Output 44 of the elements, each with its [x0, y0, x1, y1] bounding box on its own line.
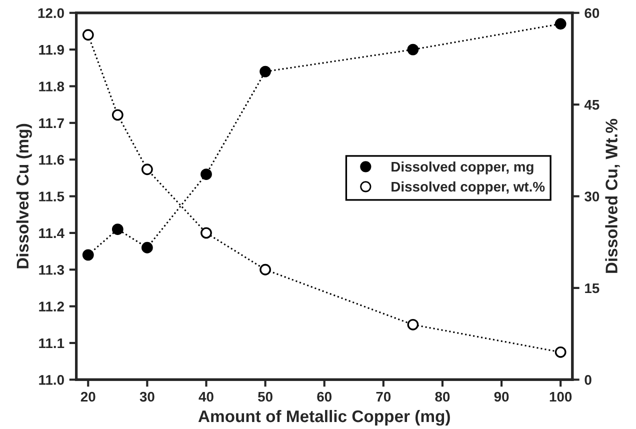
y-tick-label: 11.7 [39, 118, 64, 128]
legend-label: Dissolved copper, wt.% [392, 181, 545, 194]
y-tick-label: 11.8 [39, 82, 64, 92]
y2-tick-label: 60 [584, 8, 600, 18]
x-tick-label: 90 [494, 392, 509, 402]
point [200, 227, 212, 239]
y-tick-label: 11.0 [39, 375, 64, 385]
point [407, 318, 419, 330]
point [554, 18, 566, 30]
point [82, 249, 94, 261]
x-tick-label: 20 [80, 392, 96, 402]
y-tick-label: 11.6 [39, 154, 64, 165]
x-tick-label: 50 [258, 392, 272, 402]
y-axis-title: Dissolved Cu (mg) [16, 124, 32, 268]
point [407, 44, 419, 56]
point [554, 346, 566, 358]
x-tick-label: 60 [317, 392, 332, 402]
x-tick-label: 30 [140, 392, 154, 402]
y2-tick-label: 0 [584, 375, 592, 385]
y-tick-label: 11.5 [39, 192, 64, 202]
x-axis-title: Amount of Metallic Copper (mg) [198, 410, 450, 426]
y-tick-label: 12.0 [38, 8, 64, 18]
point [141, 242, 153, 254]
point [260, 264, 271, 276]
point [112, 224, 124, 235]
y2-tick-label: 30 [584, 192, 600, 202]
point [112, 109, 124, 121]
y-tick-label: 11.3 [39, 264, 64, 275]
point [141, 164, 153, 176]
point [200, 168, 212, 180]
point [260, 66, 271, 78]
y2-axis-title: Dissolved Cu, Wt.% [605, 118, 620, 273]
y-tick-label: 11.9 [39, 44, 64, 55]
y2-tick-label: 45 [584, 100, 600, 110]
x-tick-label: 40 [198, 392, 214, 402]
y-tick-label: 11.4 [39, 228, 64, 238]
y-tick-label: 11.2 [39, 302, 64, 312]
x-tick-label: 70 [376, 392, 391, 402]
y-tick-label: 11.1 [39, 338, 64, 348]
point [82, 29, 94, 41]
y2-tick-label: 15 [585, 283, 600, 294]
x-tick-label: 100 [550, 392, 572, 402]
x-tick-label: 80 [435, 392, 450, 402]
legend-label: Dissolved copper, mg [392, 161, 534, 174]
